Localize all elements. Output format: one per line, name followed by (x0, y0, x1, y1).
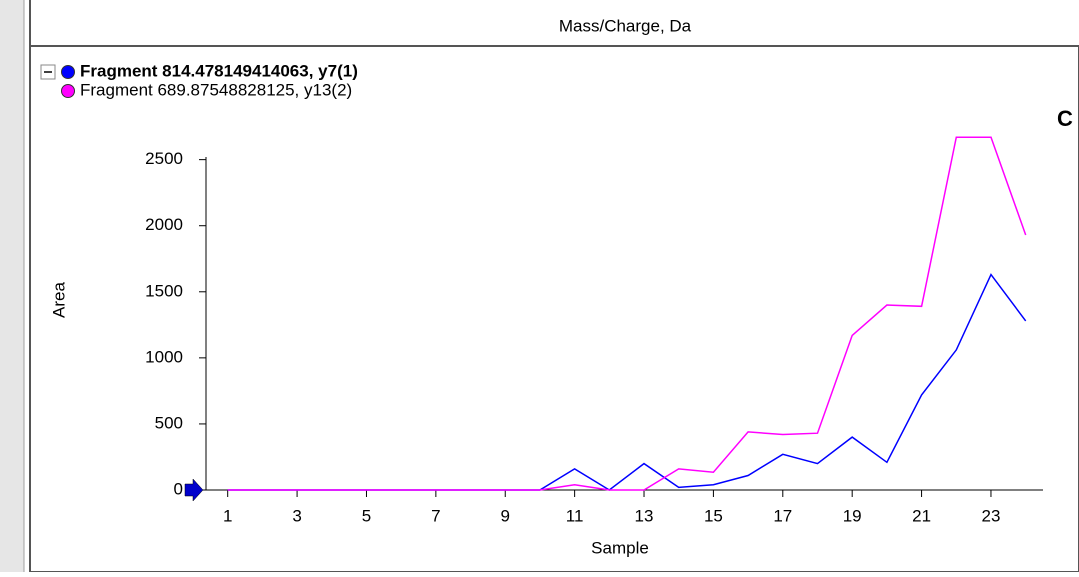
header-title: Mass/Charge, Da (559, 16, 692, 35)
x-tick-label: 13 (635, 506, 654, 525)
collapse-toggle[interactable] (40, 64, 56, 80)
y-tick-label: 2500 (145, 149, 183, 168)
legend-marker (61, 84, 75, 98)
y-tick-label: 1000 (145, 347, 183, 366)
x-tick-label: 21 (912, 506, 931, 525)
x-tick-label: 23 (981, 506, 1000, 525)
baseline-arrow (184, 478, 204, 502)
x-tick-label: 9 (501, 506, 510, 525)
header-bar (31, 0, 1079, 46)
series-line (227, 136, 1027, 491)
legend-marker (61, 65, 75, 79)
y-tick-label: 1500 (145, 281, 183, 300)
panel-label: C (1057, 106, 1073, 131)
x-tick-label: 19 (843, 506, 862, 525)
y-tick-label: 500 (155, 413, 183, 432)
side-strip (0, 0, 24, 572)
legend-label: Fragment 689.87548828125, y13(2) (80, 80, 352, 99)
y-tick-label: 2000 (145, 215, 183, 234)
legend-label: Fragment 814.478149414063, y7(1) (80, 61, 358, 80)
x-tick-label: 3 (292, 506, 301, 525)
x-tick-label: 15 (704, 506, 723, 525)
x-axis-label: Sample (591, 538, 649, 557)
x-tick-label: 7 (431, 506, 440, 525)
x-tick-label: 11 (566, 506, 584, 525)
y-tick-label: 0 (174, 479, 183, 498)
x-tick-label: 17 (773, 506, 792, 525)
y-axis-label: Area (49, 282, 68, 318)
panel (29, 0, 1079, 573)
x-tick-label: 1 (223, 506, 232, 525)
x-tick-label: 5 (362, 506, 371, 525)
